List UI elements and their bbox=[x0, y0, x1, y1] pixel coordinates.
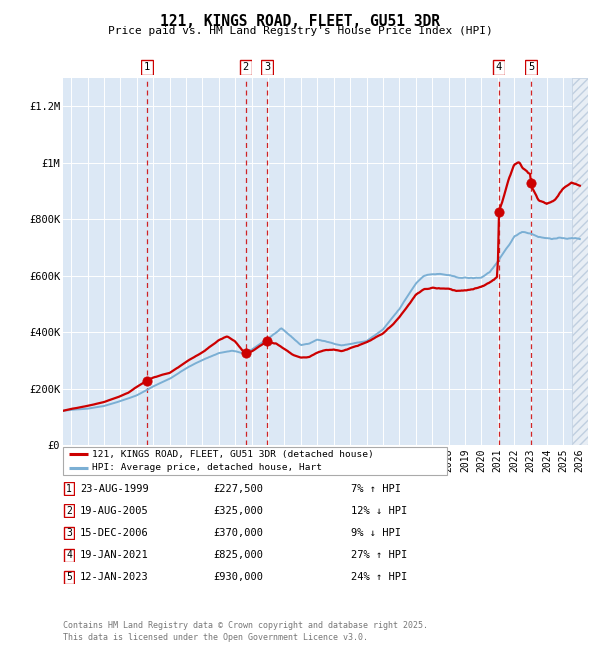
Bar bbox=[572, 78, 588, 445]
Text: 27% ↑ HPI: 27% ↑ HPI bbox=[351, 550, 407, 560]
Text: £325,000: £325,000 bbox=[213, 506, 263, 516]
Text: 4: 4 bbox=[66, 550, 72, 560]
Text: 2: 2 bbox=[66, 506, 72, 516]
Text: 121, KINGS ROAD, FLEET, GU51 3DR: 121, KINGS ROAD, FLEET, GU51 3DR bbox=[160, 14, 440, 29]
FancyBboxPatch shape bbox=[239, 60, 251, 75]
Text: HPI: Average price, detached house, Hart: HPI: Average price, detached house, Hart bbox=[92, 463, 322, 472]
Point bbox=[526, 177, 536, 188]
Text: £227,500: £227,500 bbox=[213, 484, 263, 494]
FancyBboxPatch shape bbox=[64, 504, 74, 517]
Text: 7% ↑ HPI: 7% ↑ HPI bbox=[351, 484, 401, 494]
Point bbox=[241, 348, 250, 359]
FancyBboxPatch shape bbox=[64, 571, 74, 584]
FancyBboxPatch shape bbox=[142, 60, 153, 75]
Text: 12% ↓ HPI: 12% ↓ HPI bbox=[351, 506, 407, 516]
FancyBboxPatch shape bbox=[262, 60, 274, 75]
Point bbox=[143, 376, 152, 386]
Text: £370,000: £370,000 bbox=[213, 528, 263, 538]
Text: 5: 5 bbox=[528, 62, 535, 72]
FancyBboxPatch shape bbox=[493, 60, 505, 75]
Text: 23-AUG-1999: 23-AUG-1999 bbox=[80, 484, 149, 494]
Text: 12-JAN-2023: 12-JAN-2023 bbox=[80, 572, 149, 582]
Text: 1: 1 bbox=[66, 484, 72, 494]
FancyBboxPatch shape bbox=[64, 526, 74, 539]
Text: 5: 5 bbox=[66, 572, 72, 582]
Text: 19-AUG-2005: 19-AUG-2005 bbox=[80, 506, 149, 516]
Point bbox=[263, 335, 272, 346]
Text: 24% ↑ HPI: 24% ↑ HPI bbox=[351, 572, 407, 582]
Text: 121, KINGS ROAD, FLEET, GU51 3DR (detached house): 121, KINGS ROAD, FLEET, GU51 3DR (detach… bbox=[92, 450, 374, 458]
Text: 9% ↓ HPI: 9% ↓ HPI bbox=[351, 528, 401, 538]
Text: 2: 2 bbox=[242, 62, 249, 72]
FancyBboxPatch shape bbox=[64, 549, 74, 562]
Text: Price paid vs. HM Land Registry's House Price Index (HPI): Price paid vs. HM Land Registry's House … bbox=[107, 26, 493, 36]
FancyBboxPatch shape bbox=[525, 60, 537, 75]
Text: £930,000: £930,000 bbox=[213, 572, 263, 582]
Text: 4: 4 bbox=[496, 62, 502, 72]
Text: Contains HM Land Registry data © Crown copyright and database right 2025.
This d: Contains HM Land Registry data © Crown c… bbox=[63, 621, 428, 642]
Text: 19-JAN-2021: 19-JAN-2021 bbox=[80, 550, 149, 560]
FancyBboxPatch shape bbox=[64, 482, 74, 495]
Text: 3: 3 bbox=[264, 62, 271, 72]
Text: 1: 1 bbox=[144, 62, 151, 72]
Text: 3: 3 bbox=[66, 528, 72, 538]
Text: 15-DEC-2006: 15-DEC-2006 bbox=[80, 528, 149, 538]
FancyBboxPatch shape bbox=[63, 447, 447, 474]
Text: £825,000: £825,000 bbox=[213, 550, 263, 560]
Point bbox=[494, 207, 503, 217]
